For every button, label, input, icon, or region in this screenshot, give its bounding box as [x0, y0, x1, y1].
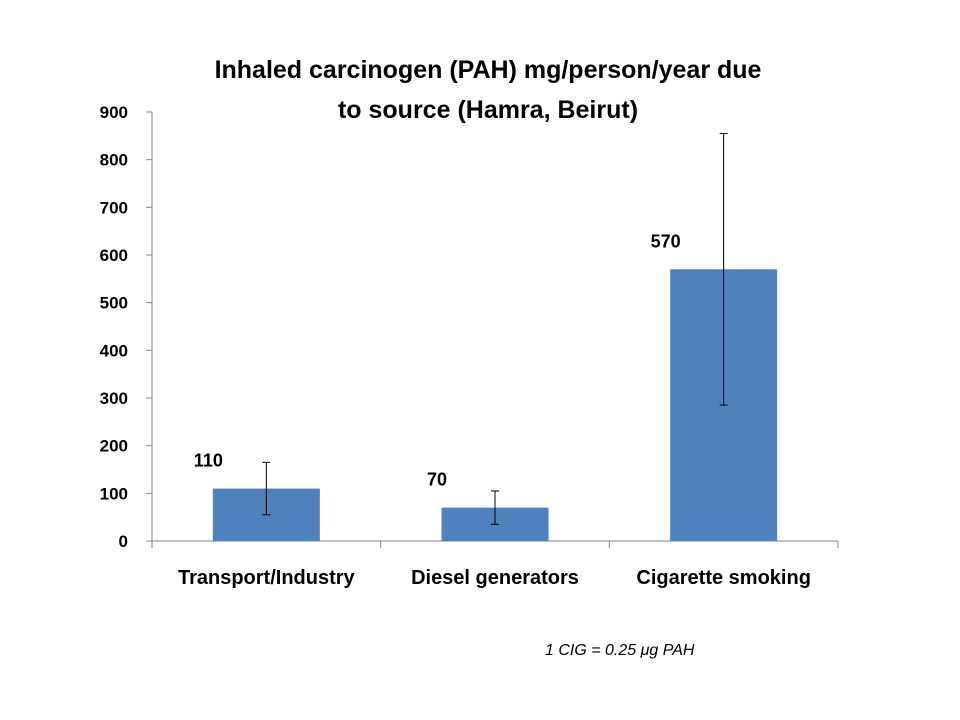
y-tick-label: 900 — [100, 103, 128, 122]
category-labels: Transport/Industry Diesel generators Cigar… — [178, 567, 811, 589]
y-tick-label: 700 — [100, 198, 128, 217]
y-tick-label: 800 — [100, 151, 128, 170]
y-tick-label: 200 — [100, 437, 128, 456]
data-labels: 110 70 570 — [194, 231, 681, 489]
category-label: Transport/Industry — [178, 567, 356, 589]
category-label: Diesel generators — [411, 567, 579, 589]
data-label: 570 — [651, 231, 681, 251]
footnote-prefix: 1 CIG = 0.25 — [545, 642, 641, 659]
y-tick-label: 400 — [100, 341, 128, 360]
y-tick-label: 500 — [100, 294, 128, 313]
data-label: 110 — [194, 451, 223, 471]
data-label: 70 — [427, 470, 447, 490]
y-tick-label: 100 — [100, 484, 128, 503]
x-axis — [151, 540, 839, 548]
y-tick-label: 0 — [119, 532, 128, 551]
footnote-mu: μ — [640, 642, 650, 659]
chart-title-line-2: to source (Hamra, Beirut) — [337, 96, 639, 124]
error-bars — [262, 132, 728, 525]
footnote-suffix: g PAH — [649, 642, 695, 659]
chart-title-line-1: Inhaled carcinogen (PAH) mg/person/year … — [214, 56, 762, 84]
y-tick-label: 300 — [100, 389, 128, 408]
category-label: Cigarette smoking — [636, 567, 810, 589]
y-axis: 0 100 200 300 400 500 600 700 800 900 — [100, 103, 153, 551]
footnote: 1 CIG = 0.25 μg PAH — [545, 642, 694, 660]
y-tick-label: 600 — [100, 246, 128, 265]
